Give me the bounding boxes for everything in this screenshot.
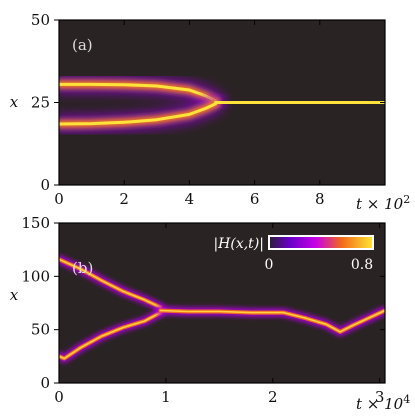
panel-b-ytick-label: 0 xyxy=(40,374,50,392)
panel-a-xtick-label: 8 xyxy=(315,190,325,208)
panel-a-traces xyxy=(59,76,385,132)
panel-a-ytick-label: 25 xyxy=(31,94,50,112)
panel-b-frame xyxy=(58,222,386,384)
panel-a-xtick-label: 4 xyxy=(185,190,195,208)
panel-a: 0 2 4 6 8 0 25 50 (a) x t × 102 xyxy=(10,11,410,213)
colorbar-label: |H(x,t)| xyxy=(213,236,264,252)
panel-a-label: (a) xyxy=(72,36,93,54)
panel-b-xlabel-exponent: 4 xyxy=(403,393,410,406)
panel-b-label: (b) xyxy=(72,259,93,277)
panel-b-xtick-label: 2 xyxy=(268,388,278,406)
panel-a-ylabel: x xyxy=(10,93,19,111)
panel-b-trace-merged-core xyxy=(159,309,385,333)
panel-b: 0 1 2 3 0 50 100 150 (b) x t × 104 |H(x,t)| 0 0… xyxy=(10,214,410,413)
panel-a-xtick-label: 0 xyxy=(54,190,64,208)
panel-b-trace-upper-core xyxy=(59,258,162,309)
panel-b-ylabel: x xyxy=(10,286,19,304)
colorbar-gradient xyxy=(268,235,374,250)
panel-b-xtick-label: 1 xyxy=(161,388,171,406)
panel-a-xlabel-exponent: 2 xyxy=(403,193,410,206)
panel-a-xtick-label: 6 xyxy=(250,190,260,208)
panel-b-trace-lower-core xyxy=(59,311,162,360)
colorbar-max-label: 0.8 xyxy=(351,257,373,273)
panel-a-trace-lower-core xyxy=(59,102,217,126)
colorbar: |H(x,t)| 0 0.8 xyxy=(213,235,374,273)
panel-b-xtick-label: 0 xyxy=(54,388,64,406)
panel-a-axes: 0 2 4 6 8 0 25 50 xyxy=(31,11,385,208)
panel-b-traces xyxy=(59,254,385,363)
panel-a-ytick-label: 0 xyxy=(40,176,50,194)
panel-a-ytick-label: 50 xyxy=(31,11,50,29)
panel-b-axes: 0 1 2 3 0 50 100 150 xyxy=(21,214,385,406)
colorbar-min-label: 0 xyxy=(265,257,274,273)
panel-b-ytick-label: 50 xyxy=(31,321,50,339)
panel-b-xlabel: t × 104 xyxy=(356,393,410,413)
panel-b-xtick-label: 3 xyxy=(375,388,385,406)
panel-b-ytick-label: 150 xyxy=(21,214,50,232)
panel-b-ytick-label: 100 xyxy=(21,267,50,285)
panel-a-xlabel: t × 102 xyxy=(356,193,410,213)
panel-a-xtick-label: 2 xyxy=(119,190,129,208)
panel-a-trace-upper-core xyxy=(59,82,217,103)
